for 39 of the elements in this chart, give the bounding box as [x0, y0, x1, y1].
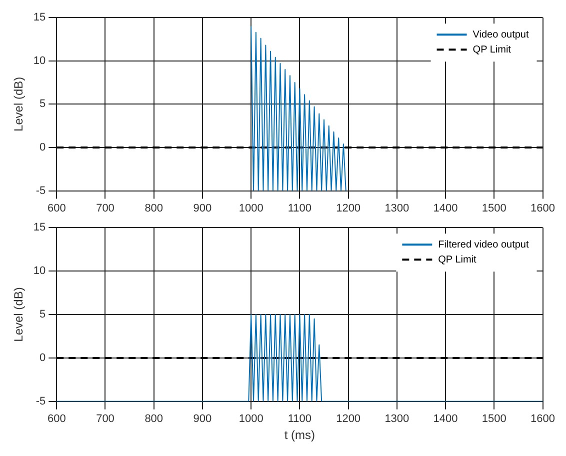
x-tick-label: 1000	[238, 413, 264, 426]
y-axis-title: Level (dB)	[12, 76, 26, 132]
y-tick-label: 0	[40, 142, 46, 154]
x-tick-label: 600	[47, 413, 66, 426]
x-tick-label: 700	[96, 202, 114, 214]
x-tick-label: 1300	[384, 413, 410, 426]
x-tick-label: 1400	[433, 413, 458, 426]
legend-label: Filtered video output	[438, 239, 529, 250]
y-tick-label: 5	[40, 308, 46, 321]
x-tick-label: 800	[144, 202, 164, 214]
x-tick-label: 1300	[384, 202, 410, 214]
legend-label: QP Limit	[438, 254, 477, 266]
y-tick-label: 10	[33, 54, 46, 67]
x-tick-label: 1600	[530, 202, 556, 214]
y-tick-label: -5	[36, 395, 46, 408]
x-tick-label: 900	[193, 202, 212, 214]
y-tick-label: 5	[40, 98, 46, 110]
x-tick-label: 1100	[288, 413, 312, 426]
x-tick-label: 1000	[238, 202, 264, 214]
x-axis-title: t (ms)	[284, 428, 316, 442]
x-tick-label: 1600	[530, 413, 556, 426]
x-tick-label: 1500	[482, 413, 506, 426]
y-tick-label: 15	[33, 222, 46, 234]
x-tick-label: 900	[193, 413, 212, 426]
x-tick-label: 1200	[336, 413, 361, 426]
x-tick-label: 1200	[336, 202, 361, 214]
y-tick-label: 10	[33, 265, 46, 278]
x-tick-label: 1100	[288, 202, 312, 214]
y-tick-label: -5	[36, 184, 46, 197]
y-axis-title: Level (dB)	[12, 287, 26, 342]
x-tick-label: 700	[96, 413, 114, 426]
legend-label: Video output	[472, 29, 529, 40]
x-tick-label: 600	[47, 202, 66, 214]
y-tick-label: 0	[40, 352, 46, 364]
x-tick-label: 800	[144, 413, 164, 426]
legend-label: QP Limit	[472, 44, 512, 56]
x-tick-label: 1500	[482, 202, 506, 214]
y-tick-label: 15	[33, 12, 46, 24]
x-tick-label: 1400	[433, 202, 458, 214]
